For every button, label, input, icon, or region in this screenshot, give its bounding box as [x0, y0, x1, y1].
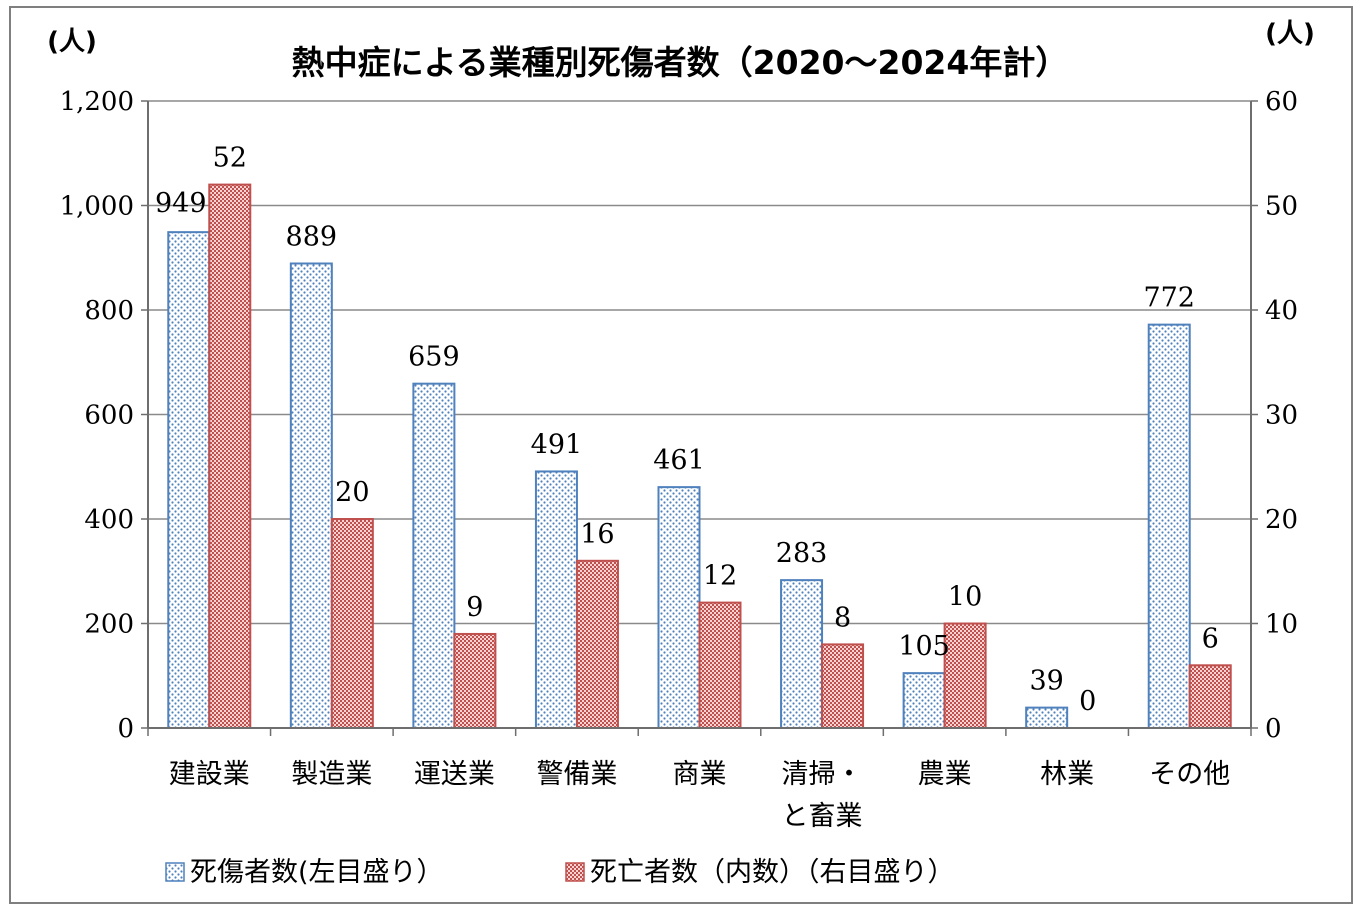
bar-deaths	[208, 183, 252, 730]
bar-deaths	[943, 622, 987, 729]
data-label-injuries: 39	[1029, 666, 1063, 697]
category-label: 製造業	[291, 759, 372, 790]
bar-deaths	[1188, 664, 1232, 729]
right-axis-unit: (人)	[1265, 19, 1315, 49]
category-label: 林業	[1040, 759, 1094, 790]
data-label-injuries: 949	[155, 188, 207, 219]
bar-injuries	[1025, 706, 1069, 729]
left-tick-label: 400	[84, 505, 134, 535]
data-label-deaths: 0	[1079, 686, 1096, 717]
data-label-injuries: 105	[898, 631, 950, 662]
data-label-deaths: 52	[213, 143, 247, 174]
right-tick-label: 40	[1265, 296, 1298, 326]
category-label: 運送業	[414, 759, 495, 790]
category-label: 建設業	[169, 759, 250, 790]
data-label-deaths: 8	[834, 602, 851, 633]
right-tick-label: 0	[1265, 714, 1282, 744]
data-label-deaths: 16	[580, 519, 614, 550]
left-axis-ticks: 0 200 400 600 800 1,000 1,200	[60, 87, 134, 744]
legend-label-injuries: 死傷者数(左目盛り）	[190, 857, 444, 888]
data-label-injuries: 283	[776, 538, 828, 569]
category-label: 清掃・	[782, 759, 863, 790]
data-label-injuries: 461	[653, 445, 705, 476]
category-label: 警備業	[536, 759, 617, 790]
bar-injuries	[534, 470, 578, 729]
bar-deaths	[821, 643, 865, 730]
left-axis-unit: (人)	[47, 27, 97, 57]
category-label: 農業	[918, 759, 972, 790]
bar-injuries	[289, 262, 333, 729]
bar-deaths	[575, 559, 619, 729]
left-tick-label: 200	[84, 610, 134, 640]
legend-swatch-deaths	[565, 862, 585, 882]
left-tick-label: 600	[84, 401, 134, 431]
bar-deaths	[453, 632, 497, 730]
bars	[167, 183, 1232, 730]
bar-injuries	[1147, 323, 1191, 729]
category-label: その他	[1149, 759, 1230, 790]
chart-title: 熱中症による業種別死傷者数（2020～2024年計）	[292, 43, 1069, 82]
category-label: と畜業	[782, 801, 863, 832]
data-label-injuries: 889	[286, 221, 338, 252]
data-label-deaths: 12	[703, 561, 737, 592]
bar-deaths	[330, 518, 374, 729]
axes	[147, 101, 1252, 736]
category-labels: 建設業 製造業 運送業 警備業 商業 清掃・と畜業 農業 林業 その他	[169, 759, 1230, 832]
right-tick-label: 20	[1265, 505, 1298, 535]
legend-swatch-injuries	[165, 862, 185, 882]
bar-injuries	[657, 486, 701, 729]
bar-injuries	[412, 382, 456, 729]
left-tick-label: 0	[117, 714, 134, 744]
data-label-deaths: 20	[335, 477, 369, 508]
data-label-deaths: 6	[1202, 623, 1219, 654]
left-tick-label: 1,200	[60, 87, 134, 117]
data-label-injuries: 659	[408, 342, 460, 373]
bar-injuries	[780, 579, 824, 729]
right-tick-label: 60	[1265, 87, 1298, 117]
category-label: 商業	[673, 759, 727, 790]
data-label-injuries: 491	[531, 429, 583, 460]
legend-label-deaths: 死亡者数（内数）（右目盛り）	[590, 857, 955, 888]
data-label-injuries: 772	[1143, 283, 1195, 314]
left-tick-label: 1,000	[60, 192, 134, 222]
right-axis-ticks: 0 10 20 30 40 50 60	[1265, 87, 1298, 744]
data-label-deaths: 9	[466, 592, 483, 623]
bar-injuries	[902, 672, 946, 730]
right-tick-label: 10	[1265, 610, 1298, 640]
bar-deaths	[698, 601, 742, 729]
left-tick-label: 800	[84, 296, 134, 326]
data-label-deaths: 10	[948, 582, 982, 613]
right-tick-label: 50	[1265, 192, 1298, 222]
bar-injuries	[167, 231, 211, 730]
right-tick-label: 30	[1265, 401, 1298, 431]
legend: 死傷者数(左目盛り） 死亡者数（内数）（右目盛り）	[165, 857, 955, 888]
chart-frame	[9, 6, 1353, 904]
